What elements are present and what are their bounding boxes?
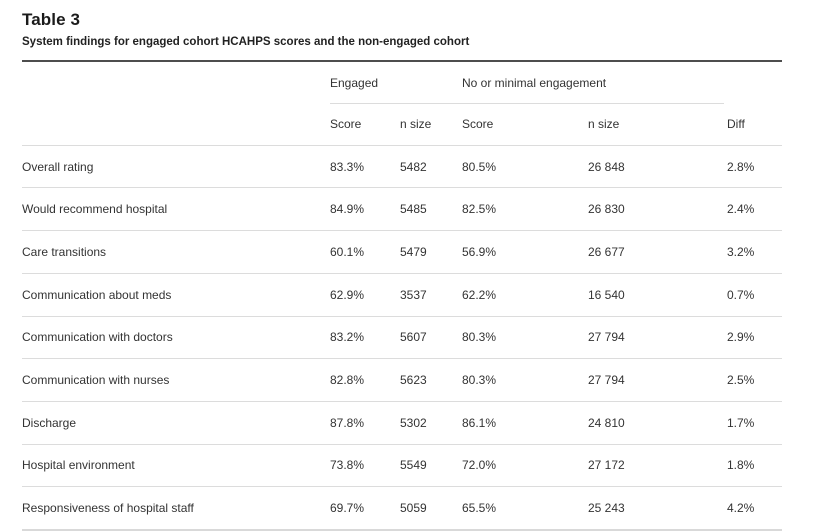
row-label: Overall rating <box>22 159 94 174</box>
row-label: Discharge <box>22 415 77 430</box>
column-header-engaged-score: Score <box>330 117 362 132</box>
table-row: Overall rating 83.3% 5482 80.5% 26 848 2… <box>22 146 782 189</box>
non-engaged-n-value: 25 243 <box>588 501 625 516</box>
column-header-row: Score n size Score n size Diff <box>22 104 782 146</box>
column-header-non-engaged-score: Score <box>462 117 494 132</box>
non-engaged-n-value: 27 794 <box>588 373 625 388</box>
diff-value: 0.7% <box>727 287 755 302</box>
engaged-n-value: 5302 <box>400 415 427 430</box>
diff-value: 3.2% <box>727 244 755 259</box>
non-engaged-score-value: 80.3% <box>462 373 497 388</box>
non-engaged-n-value: 27 172 <box>588 458 625 473</box>
row-label: Communication about meds <box>22 287 172 302</box>
column-header-engaged-n: n size <box>400 117 432 132</box>
non-engaged-score-value: 80.3% <box>462 330 497 345</box>
table-row: Responsiveness of hospital staff 69.7% 5… <box>22 487 782 531</box>
engaged-n-value: 3537 <box>400 287 427 302</box>
non-engaged-n-value: 26 848 <box>588 159 625 174</box>
table-row: Discharge 87.8% 5302 86.1% 24 810 1.7% <box>22 402 782 445</box>
non-engaged-score-value: 80.5% <box>462 159 497 174</box>
row-label: Hospital environment <box>22 458 135 473</box>
non-engaged-score-value: 72.0% <box>462 458 497 473</box>
table-container: Table 3 System findings for engaged coho… <box>22 0 782 531</box>
non-engaged-score-value: 65.5% <box>462 501 497 516</box>
table-row: Communication with nurses 82.8% 5623 80.… <box>22 359 782 402</box>
diff-value: 2.9% <box>727 330 755 345</box>
hcahps-scores-table: Engaged No or minimal engagement Score n… <box>22 59 782 531</box>
table-row: Communication with doctors 83.2% 5607 80… <box>22 317 782 360</box>
column-header-non-engaged-n: n size <box>588 117 620 132</box>
diff-value: 4.2% <box>727 501 755 516</box>
table-row: Care transitions 60.1% 5479 56.9% 26 677… <box>22 231 782 274</box>
engaged-n-value: 5485 <box>400 202 427 217</box>
engaged-score-value: 82.8% <box>330 373 365 388</box>
non-engaged-n-value: 26 830 <box>588 202 625 217</box>
group-header-row: Engaged No or minimal engagement <box>22 62 782 104</box>
engaged-score-value: 60.1% <box>330 244 365 259</box>
engaged-score-value: 87.8% <box>330 415 365 430</box>
row-label: Communication with nurses <box>22 373 170 388</box>
non-engaged-score-value: 56.9% <box>462 244 497 259</box>
diff-value: 2.8% <box>727 159 755 174</box>
table-title: Table 3 <box>22 10 81 29</box>
non-engaged-n-value: 26 677 <box>588 244 625 259</box>
engaged-score-value: 84.9% <box>330 202 365 217</box>
engaged-n-value: 5549 <box>400 458 427 473</box>
column-header-diff: Diff <box>727 117 745 132</box>
table-row: Would recommend hospital 84.9% 5485 82.5… <box>22 188 782 232</box>
engaged-score-value: 73.8% <box>330 458 365 473</box>
non-engaged-n-value: 27 794 <box>588 330 625 345</box>
non-engaged-score-value: 62.2% <box>462 287 497 302</box>
engaged-n-value: 5479 <box>400 244 427 259</box>
table-row: Communication about meds 62.9% 3537 62.2… <box>22 274 782 317</box>
non-engaged-score-value: 82.5% <box>462 202 497 217</box>
engaged-score-value: 69.7% <box>330 501 365 516</box>
non-engaged-n-value: 24 810 <box>588 415 625 430</box>
engaged-n-value: 5059 <box>400 501 427 516</box>
row-label: Care transitions <box>22 244 107 259</box>
diff-value: 2.5% <box>727 373 755 388</box>
non-engaged-n-value: 16 540 <box>588 287 625 302</box>
group-header-non-engaged: No or minimal engagement <box>462 75 607 90</box>
non-engaged-score-value: 86.1% <box>462 415 497 430</box>
engaged-n-value: 5482 <box>400 159 427 174</box>
group-header-underline <box>330 102 724 104</box>
engaged-score-value: 62.9% <box>330 287 365 302</box>
diff-value: 2.4% <box>727 202 755 217</box>
engaged-score-value: 83.2% <box>330 330 365 345</box>
engaged-n-value: 5623 <box>400 373 427 388</box>
diff-value: 1.8% <box>727 458 755 473</box>
table-caption: System findings for engaged cohort HCAHP… <box>22 36 470 49</box>
engaged-score-value: 83.3% <box>330 159 365 174</box>
engaged-n-value: 5607 <box>400 330 427 345</box>
row-label: Responsiveness of hospital staff <box>22 501 194 516</box>
diff-value: 1.7% <box>727 415 755 430</box>
row-label: Communication with doctors <box>22 330 173 345</box>
group-header-engaged: Engaged <box>330 75 379 90</box>
row-label: Would recommend hospital <box>22 202 168 217</box>
table-row: Hospital environment 73.8% 5549 72.0% 27… <box>22 445 782 488</box>
